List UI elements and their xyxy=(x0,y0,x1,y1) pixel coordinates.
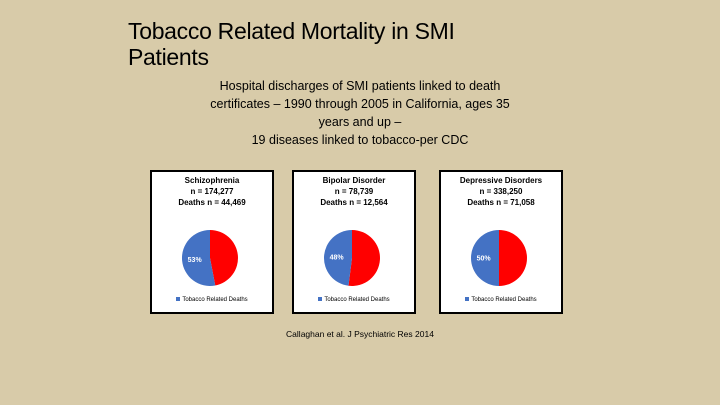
chart-death-count: Deaths n = 12,564 xyxy=(320,198,388,207)
subtitle-line-3: years and up – xyxy=(318,115,402,129)
legend-swatch xyxy=(318,297,323,301)
pie-slice-other xyxy=(348,230,380,286)
title-line-1: Tobacco Related Mortality in SMI xyxy=(128,18,455,44)
chart-header: Bipolar Disorder n = 78,739 Deaths n = 1… xyxy=(294,175,414,208)
slide-subtitle: Hospital discharges of SMI patients link… xyxy=(170,77,550,149)
pie-slice-other xyxy=(499,230,527,286)
chart-death-count: Deaths n = 44,469 xyxy=(178,198,246,207)
chart-panel-bipolar: Bipolar Disorder n = 78,739 Deaths n = 1… xyxy=(292,170,416,314)
chart-legend: Tobacco Related Deaths xyxy=(441,296,561,304)
chart-sample-size: n = 174,277 xyxy=(190,187,234,196)
chart-sample-size: n = 78,739 xyxy=(334,187,374,196)
pie-chart: 48% xyxy=(323,230,380,286)
chart-legend: Tobacco Related Deaths xyxy=(294,296,414,304)
chart-title: Bipolar Disorder xyxy=(322,176,386,185)
pie-slice-tobacco xyxy=(471,230,499,286)
pie-data-label: 50% xyxy=(477,256,492,263)
legend-label: Tobacco Related Deaths xyxy=(471,297,537,303)
chart-title: Depressive Disorders xyxy=(459,176,543,185)
citation: Callaghan et al. J Psychiatric Res 2014 xyxy=(286,329,434,339)
slide-title: Tobacco Related Mortality in SMI Patient… xyxy=(128,18,588,70)
pie-slice-tobacco xyxy=(181,230,216,286)
pie-chart: 50% xyxy=(471,230,527,286)
pie-slice-other xyxy=(210,230,238,286)
chart-sample-size: n = 338,250 xyxy=(479,187,523,196)
subtitle-line-2: certificates – 1990 through 2005 in Cali… xyxy=(210,97,510,111)
pie-slice-tobacco xyxy=(323,230,352,286)
legend-label: Tobacco Related Deaths xyxy=(182,297,248,303)
legend-swatch xyxy=(465,297,470,301)
chart-panel-schizophrenia: Schizophrenia n = 174,277 Deaths n = 44,… xyxy=(150,170,274,314)
chart-title: Schizophrenia xyxy=(184,176,240,185)
pie-data-label: 48% xyxy=(330,255,345,262)
subtitle-line-1: Hospital discharges of SMI patients link… xyxy=(219,79,501,93)
subtitle-line-4: 19 diseases linked to tobacco-per CDC xyxy=(251,133,469,147)
legend-swatch xyxy=(176,297,181,301)
chart-header: Schizophrenia n = 174,277 Deaths n = 44,… xyxy=(152,175,272,208)
legend-label: Tobacco Related Deaths xyxy=(324,297,390,303)
chart-panel-depressive: Depressive Disorders n = 338,250 Deaths … xyxy=(439,170,563,314)
chart-legend: Tobacco Related Deaths xyxy=(152,296,272,304)
chart-header: Depressive Disorders n = 338,250 Deaths … xyxy=(441,175,561,208)
chart-death-count: Deaths n = 71,058 xyxy=(467,198,535,207)
pie-data-label: 53% xyxy=(188,257,203,264)
pie-chart: 53% xyxy=(181,230,238,286)
title-line-2: Patients xyxy=(128,44,209,70)
